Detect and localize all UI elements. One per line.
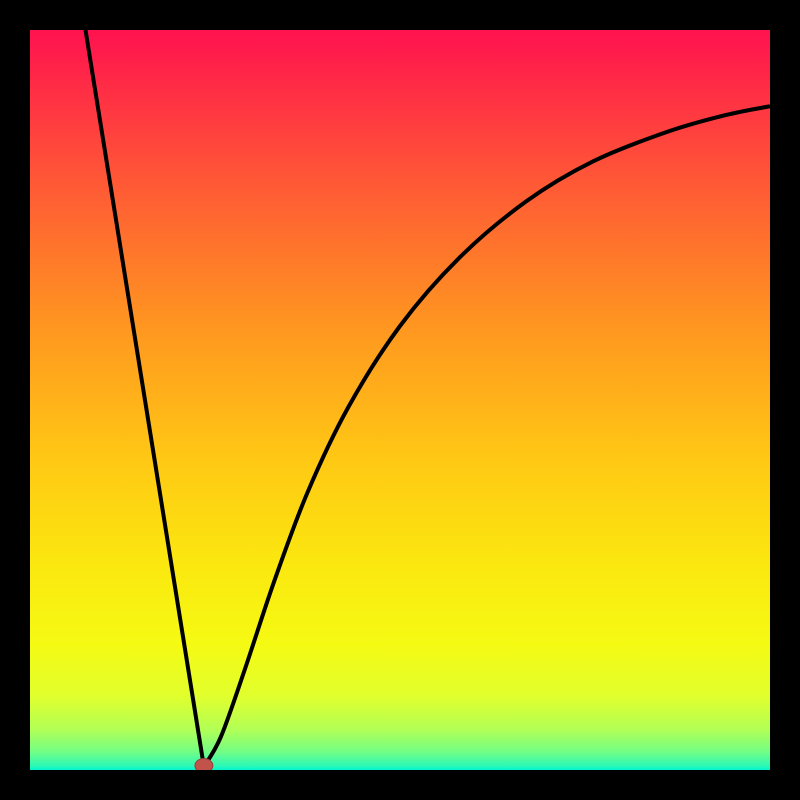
plot-background-gradient: [30, 30, 770, 770]
watermark-text: TheBottleneck.com: [565, 4, 786, 32]
chart-svg: [0, 0, 800, 800]
chart-container: TheBottleneck.com: [0, 0, 800, 800]
